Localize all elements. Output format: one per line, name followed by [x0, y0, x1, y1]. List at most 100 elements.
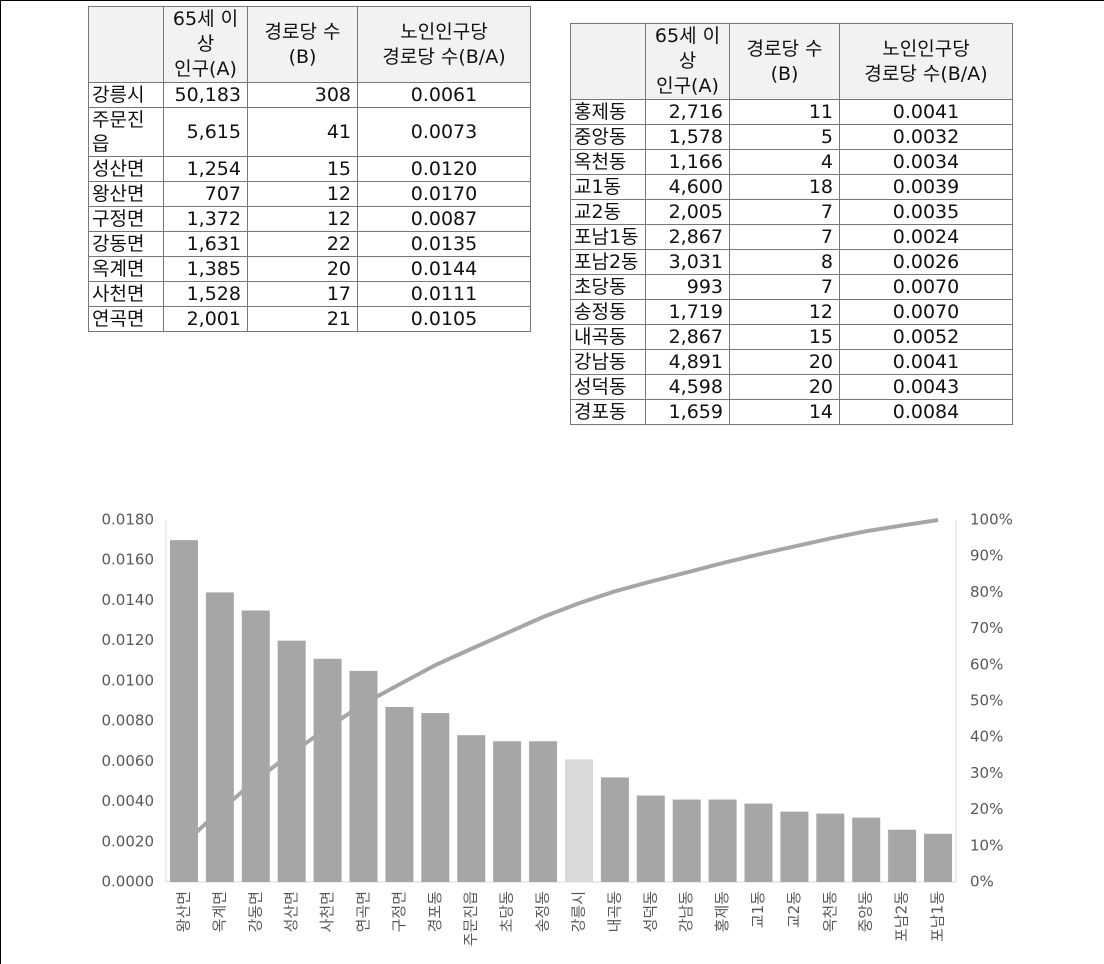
cell: 7	[729, 274, 840, 300]
y-tick-label: 0.0020	[102, 832, 155, 850]
cell: 0.0070	[839, 299, 1013, 325]
x-tick-label: 강릉시	[569, 891, 587, 932]
table: 65세 이상 인구(A) 경로당 수 (B) 노인인구당 경로당 수(B/A) 홍제동…	[570, 23, 1013, 425]
cell: 옥천동	[570, 149, 646, 175]
cell: 0.0024	[839, 224, 1013, 250]
cell: 1,372	[163, 206, 248, 232]
row: 성산면 1,254 15 0.0120	[88, 156, 531, 182]
cell: 주문진읍	[88, 107, 164, 157]
bar	[924, 833, 953, 882]
bar	[564, 759, 593, 882]
cell: 993	[645, 274, 730, 300]
y2-tick-label: 70%	[970, 619, 1003, 637]
row: 연곡면 2,001 21 0.0105	[88, 306, 531, 332]
header-cell	[88, 6, 164, 83]
row: 교2동 2,005 7 0.0035	[570, 199, 1013, 225]
cell: 0.0120	[357, 156, 531, 182]
cell: 왕산면	[88, 181, 164, 207]
x-tick-label: 포남1동	[929, 891, 947, 942]
cell: 0.0035	[839, 199, 1013, 225]
bar	[241, 610, 270, 882]
bar	[385, 707, 414, 882]
cumulative-line	[182, 518, 939, 846]
cell: 1,254	[163, 156, 248, 182]
cell: 50,183	[163, 82, 248, 108]
cell: 1,166	[645, 149, 730, 175]
bar	[708, 799, 737, 882]
cell: 2,716	[645, 99, 730, 125]
row: 내곡동 2,867 15 0.0052	[570, 324, 1013, 350]
x-tick-label: 사천면	[318, 891, 336, 932]
header-row: 65세 이상 인구(A) 경로당 수 (B) 노인인구당 경로당 수(B/A)	[88, 6, 531, 83]
row: 성덕동 4,598 20 0.0043	[570, 374, 1013, 400]
cell: 2,867	[645, 224, 730, 250]
y-tick-label: 0.0140	[102, 591, 155, 609]
y-tick-label: 0.0060	[102, 752, 155, 770]
cell: 0.0144	[357, 256, 531, 282]
cell: 교2동	[570, 199, 646, 225]
y2-tick-label: 40%	[970, 728, 1003, 746]
cell: 0.0087	[357, 206, 531, 232]
row: 초당동 993 7 0.0070	[570, 274, 1013, 300]
x-tick-label: 강동면	[246, 891, 264, 932]
header-cell	[570, 23, 646, 100]
cell: 성산면	[88, 156, 164, 182]
cell: 구정면	[88, 206, 164, 232]
cell: 14	[729, 399, 840, 425]
cell: 사천면	[88, 281, 164, 307]
x-tick-label: 옥계면	[210, 891, 228, 932]
x-tick-label: 강남동	[677, 891, 695, 933]
y2-tick-label: 10%	[970, 836, 1003, 854]
cell: 성덕동	[570, 374, 646, 400]
header-cell: 경로당 수 (B)	[247, 6, 358, 83]
cell: 0.0105	[357, 306, 531, 332]
y2-tick-label: 60%	[970, 655, 1003, 673]
x-tick-label: 구정면	[390, 891, 408, 932]
cell: 1,659	[645, 399, 730, 425]
cell: 4,598	[645, 374, 730, 400]
row: 강남동 4,891 20 0.0041	[570, 349, 1013, 375]
row: 주문진읍 5,615 41 0.0073	[88, 107, 531, 157]
bar	[816, 813, 845, 882]
x-tick-label: 연곡면	[354, 891, 372, 932]
bar	[780, 811, 809, 882]
x-tick-label: 포남2동	[893, 891, 911, 942]
cell: 0.0052	[839, 324, 1013, 350]
x-tick-label: 성산면	[282, 891, 300, 932]
y-tick-label: 0.0000	[102, 873, 155, 891]
cell: 0.0041	[839, 349, 1013, 375]
row: 옥계면 1,385 20 0.0144	[88, 256, 531, 282]
cell: 0.0111	[357, 281, 531, 307]
bar	[852, 817, 881, 882]
x-tick-label: 홍제동	[713, 891, 731, 933]
cell: 22	[247, 231, 358, 257]
cell: 1,385	[163, 256, 248, 282]
bar	[529, 741, 558, 882]
bar	[493, 741, 522, 882]
cell: 5,615	[163, 107, 248, 157]
x-tick-label: 옥천동	[821, 891, 839, 933]
cell: 경포동	[570, 399, 646, 425]
cell: 1,528	[163, 281, 248, 307]
y2-tick-label: 50%	[970, 692, 1003, 710]
y2-tick-label: 20%	[970, 800, 1003, 818]
bar	[636, 795, 665, 882]
bar	[888, 829, 917, 882]
header-cell: 노인인구당 경로당 수(B/A)	[839, 23, 1013, 100]
cell: 1,719	[645, 299, 730, 325]
x-tick-label: 성덕동	[641, 891, 659, 933]
cell: 포남2동	[570, 249, 646, 275]
cell: 0.0034	[839, 149, 1013, 175]
x-tick-label: 송정동	[534, 891, 552, 933]
bar	[205, 592, 234, 882]
cell: 12	[729, 299, 840, 325]
header-cell: 노인인구당 경로당 수(B/A)	[357, 6, 531, 83]
header-cell: 경로당 수 (B)	[729, 23, 840, 100]
y-tick-label: 0.0120	[102, 631, 155, 649]
cell: 21	[247, 306, 358, 332]
x-tick-label: 내곡동	[605, 891, 623, 933]
header-row: 65세 이상 인구(A) 경로당 수 (B) 노인인구당 경로당 수(B/A)	[570, 23, 1013, 100]
y-tick-label: 0.0160	[102, 551, 155, 569]
